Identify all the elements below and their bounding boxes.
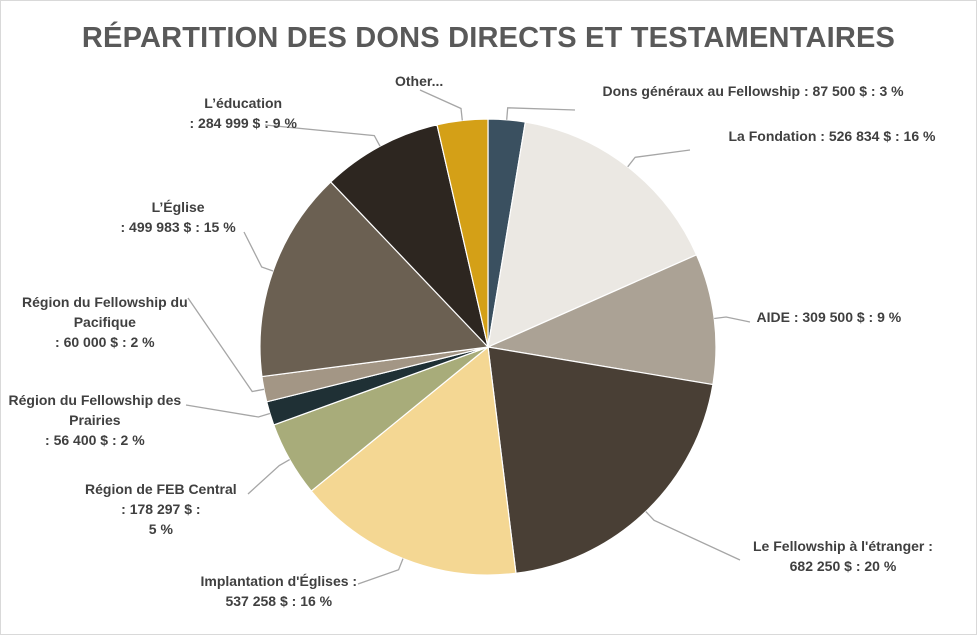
data-label-line: 5 % — [148, 521, 173, 537]
data-label-line: Le Fellowship à l'étranger : — [753, 538, 933, 554]
data-label-line: 682 250 $ : 20 % — [789, 558, 897, 574]
data-label-line: : 499 983 $ : 15 % — [120, 219, 236, 235]
data-label-line: Dons généraux au Fellowship : 87 500 $ :… — [602, 83, 904, 99]
data-label-line: L’éducation — [204, 95, 283, 111]
data-label: Région du Fellowship des Prairies : 56 400… — [9, 390, 182, 450]
data-label-line: : 284 999 $ : 9 % — [189, 115, 297, 131]
pie-slice — [487, 346, 714, 574]
data-label-line: : 178 297 $ : — [121, 501, 201, 517]
data-label: AIDE : 309 500 $ : 9 % — [757, 307, 902, 327]
leader-line — [357, 558, 404, 585]
data-label: La Fondation : 526 834 $ : 16 % — [729, 126, 936, 146]
data-label: L’Église : 499 983 $ : 15 % — [121, 197, 236, 237]
pie-slice — [310, 345, 517, 576]
leader-line — [243, 231, 274, 272]
data-label-line: 537 258 $ : 16 % — [225, 593, 333, 609]
data-label: Région du Fellowship du Pacifique : 60 000… — [22, 292, 188, 352]
data-label-line: Implantation d'Églises : — [200, 573, 358, 589]
leader-line — [627, 149, 691, 168]
pie-slice — [436, 118, 489, 348]
data-label-line: Région du Fellowship des — [8, 392, 182, 408]
leader-line — [264, 124, 381, 147]
data-label-line: : 56 400 $ : 2 % — [45, 432, 145, 448]
data-label: Other... — [395, 71, 443, 91]
data-label: Implantation d'Églises : 537 258 $ : 16 % — [201, 571, 358, 611]
leader-line — [247, 459, 291, 495]
data-label-line: : 60 000 $ : 2 % — [55, 334, 155, 350]
data-label-line: L’Église — [151, 199, 205, 215]
data-label: L’éducation : 284 999 $ : 9 % — [190, 93, 297, 133]
chart-title: RÉPARTITION DES DONS DIRECTS ET TESTAMEN… — [81, 22, 896, 54]
leader-line — [645, 511, 741, 561]
data-label: Région de FEB Central : 178 297 $ : 5 % — [85, 479, 237, 539]
data-label-line: Other... — [395, 73, 444, 89]
pie-slice — [485, 254, 717, 386]
data-label-line: La Fondation : 526 834 $ : 16 % — [728, 128, 936, 144]
data-label-line: Pacifique — [73, 314, 136, 330]
leader-line — [419, 89, 463, 121]
data-label: Dons généraux au Fellowship : 87 500 $ :… — [603, 81, 904, 101]
leader-line — [187, 297, 265, 393]
leader-line — [185, 404, 271, 418]
data-label-line: Prairies — [69, 412, 121, 428]
data-label-line: Région de FEB Central — [85, 481, 237, 497]
leader-line — [506, 107, 576, 120]
pie-slice — [487, 121, 698, 348]
data-label: Le Fellowship à l'étranger : 682 250 $ : … — [753, 536, 933, 576]
pie-slice — [259, 181, 490, 378]
leader-line — [714, 316, 751, 323]
data-label-line: AIDE : 309 500 $ : 9 % — [756, 309, 902, 325]
data-label-line: Région du Fellowship du — [22, 294, 188, 310]
